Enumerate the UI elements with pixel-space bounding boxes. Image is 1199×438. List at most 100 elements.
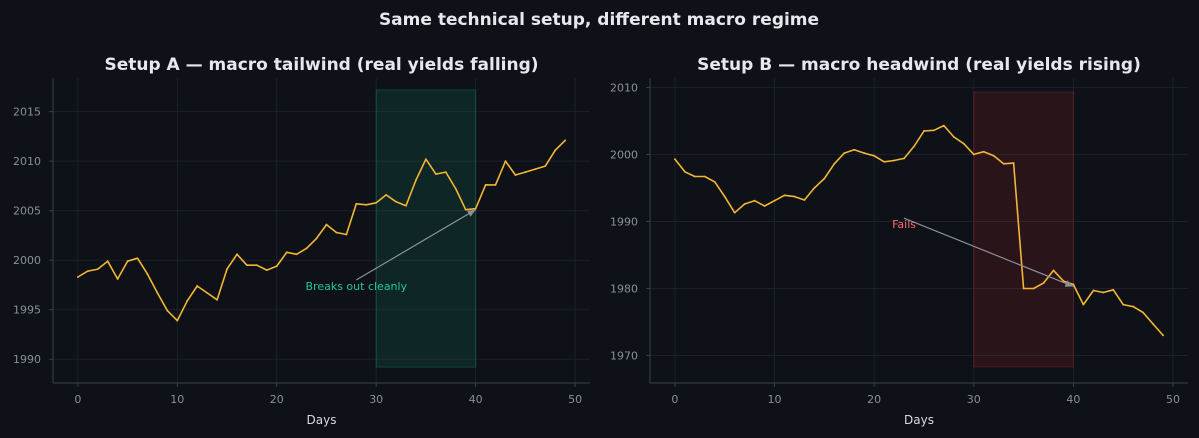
y-tick-label: 1980 (610, 282, 638, 295)
data-point (923, 130, 925, 132)
y-tick-label: 2010 (13, 155, 41, 168)
data-point (454, 188, 457, 190)
data-point (1132, 305, 1135, 308)
figure-title: Same technical setup, different macro re… (379, 10, 819, 30)
annotation-arrow (356, 209, 476, 281)
annotation-arrowhead (1064, 280, 1074, 287)
data-point (803, 199, 806, 201)
data-point (743, 203, 746, 205)
data-point (206, 291, 209, 294)
data-point (534, 168, 537, 171)
data-point (1072, 283, 1075, 286)
data-point (893, 159, 895, 162)
y-tick-label: 1990 (13, 353, 41, 366)
data-point (1092, 289, 1095, 292)
y-tick-label: 1970 (610, 350, 638, 363)
shaded-window (973, 91, 1074, 368)
data-point (236, 253, 238, 256)
data-point (524, 171, 527, 173)
data-point (415, 179, 417, 181)
chart-panel-b: 0 10 20 30 40 50 1970 1980 1990 2000 2010 Fails Setu… (610, 55, 1188, 427)
data-point (843, 152, 846, 154)
data-point (863, 152, 866, 154)
data-point (246, 264, 248, 267)
data-point (713, 181, 716, 183)
x-tick-label: 50 (1166, 393, 1180, 406)
x-tick-label: 0 (671, 393, 678, 406)
data-point (315, 237, 318, 240)
data-point (425, 158, 427, 161)
x-tick-label: 20 (270, 393, 284, 406)
data-point (683, 170, 686, 173)
data-point (166, 309, 169, 312)
data-point (992, 154, 995, 157)
data-point (116, 278, 119, 280)
data-point (275, 265, 278, 268)
data-point (216, 298, 218, 301)
data-point (1102, 291, 1105, 294)
data-point (783, 194, 786, 197)
data-point (514, 174, 517, 176)
data-point (962, 142, 965, 145)
y-tick-label: 2010 (610, 81, 638, 94)
data-point (823, 177, 826, 180)
y-tick-label: 1990 (610, 215, 638, 228)
data-point (1022, 287, 1025, 290)
x-axis-label: Days (307, 413, 337, 427)
data-point (763, 205, 766, 207)
data-point (723, 195, 726, 198)
data-point (464, 208, 467, 211)
data-point (1062, 280, 1065, 283)
data-point (345, 233, 348, 236)
data-point (146, 273, 149, 275)
x-tick-label: 30 (967, 393, 981, 406)
annotation-arrow (903, 217, 1074, 288)
data-point (255, 264, 258, 267)
data-point (813, 187, 816, 189)
series-line (674, 124, 1164, 336)
x-tick-label: 20 (867, 393, 881, 406)
data-point (226, 268, 228, 271)
data-point (773, 199, 776, 202)
y-tick-label: 1995 (13, 304, 41, 317)
data-point (1032, 287, 1035, 290)
data-point (982, 150, 985, 153)
data-point (1082, 303, 1085, 306)
y-tick-label: 2015 (13, 106, 41, 119)
data-point (1042, 282, 1045, 285)
data-point (903, 157, 905, 160)
data-point (674, 158, 676, 161)
data-point (494, 184, 497, 186)
data-point (833, 162, 836, 165)
data-point (883, 160, 886, 163)
data-point (305, 247, 308, 250)
x-tick-label: 40 (469, 393, 483, 406)
data-point (793, 195, 796, 198)
data-point (335, 231, 338, 234)
data-point (1002, 162, 1005, 165)
y-tick-label: 2000 (13, 254, 41, 267)
chart-panel-a: 0 10 20 30 40 50 1990 1995 2000 2005 2010 2015 Break… (13, 55, 590, 427)
x-axis-label: Days (904, 413, 934, 427)
data-point (703, 175, 706, 178)
data-point (952, 136, 955, 138)
data-point (365, 203, 368, 206)
data-point (873, 154, 876, 157)
data-point (1142, 311, 1145, 314)
y-tick-label: 2005 (13, 205, 41, 218)
data-point (176, 319, 179, 322)
data-point (86, 270, 89, 273)
x-tick-label: 40 (1066, 393, 1080, 406)
data-point (265, 269, 268, 272)
data-point (375, 201, 378, 204)
chart-title: Setup A — macro tailwind (real yields fa… (104, 55, 538, 75)
data-point (933, 129, 935, 132)
data-point (554, 149, 557, 152)
shaded-window (375, 89, 477, 368)
data-point (733, 211, 736, 214)
data-point (325, 223, 328, 226)
x-tick-label: 50 (568, 393, 582, 406)
data-point (544, 165, 547, 168)
data-point (186, 299, 189, 302)
